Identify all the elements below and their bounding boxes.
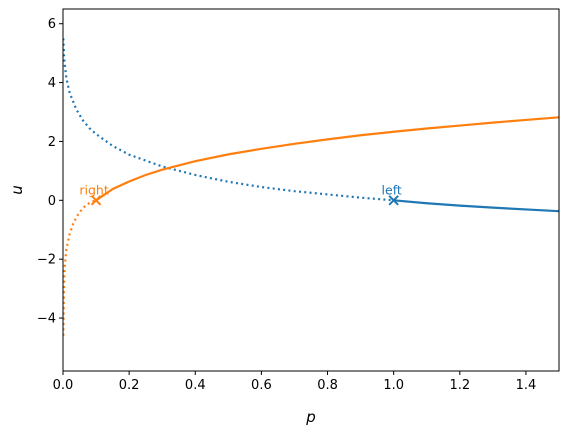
x-tick-label: 1.2 [449,378,470,393]
annotation-right: right [79,182,108,197]
marker-left [388,195,399,206]
y-tick-label: 6 [48,17,56,32]
marker-x-glyph [388,195,399,206]
y-tick-label: −4 [37,312,56,327]
series-0-solid-line [393,199,559,213]
x-axis-ticks: 0.0 0.2 0.4 0.6 0.8 1.0 1.2 1.4 [53,371,537,393]
x-tick-label: 0.0 [53,378,74,393]
y-tick-label: 0 [48,194,56,209]
series-0-dotted-line [63,38,394,202]
x-tick-label: 0.4 [185,378,206,393]
y-tick-label: 4 [48,76,56,91]
y-tick-label: 2 [48,135,56,150]
x-tick-label: 0.2 [119,378,140,393]
y-axis-label: u [8,185,26,195]
marker-right [90,195,102,206]
y-tick-label: −2 [37,253,56,268]
x-tick-label: 1.4 [516,378,537,393]
y-axis-ticks: −4 −2 0 2 4 6 [37,17,63,327]
marker-x-glyph [90,195,102,206]
x-axis-label: p [305,408,316,426]
series-1-solid-line [95,116,559,202]
x-tick-label: 0.8 [317,378,338,393]
series-1-dotted-line [63,199,97,336]
marker-layer: left right [79,182,402,206]
plot-frame [62,8,560,372]
x-tick-label: 1.0 [383,378,404,393]
x-tick-label: 0.6 [251,378,272,393]
annotation-left: left [382,182,402,197]
series-layer [63,38,559,336]
